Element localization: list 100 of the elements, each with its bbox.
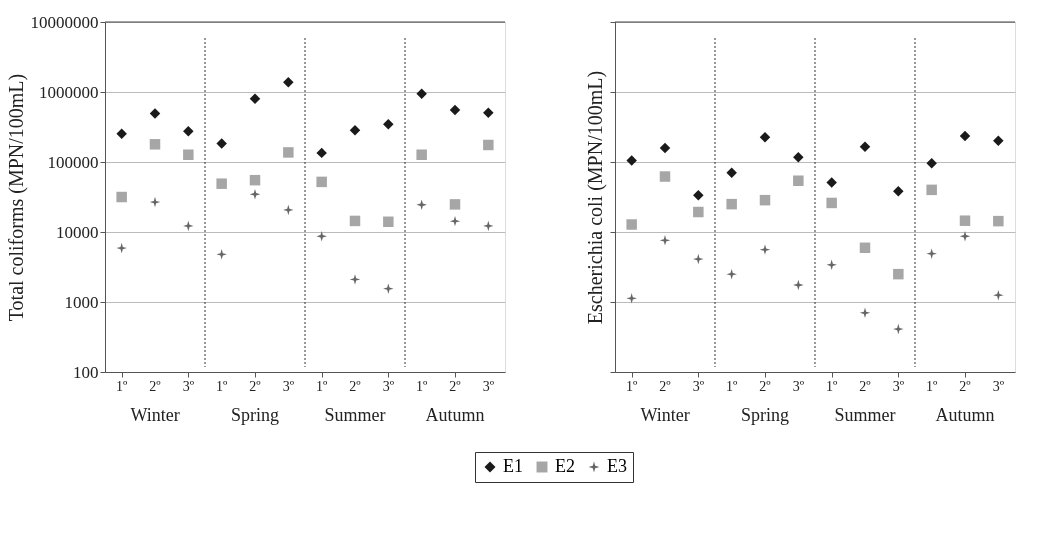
point [316,230,327,242]
point [216,138,227,149]
point [116,191,127,203]
x-tick-label: 2º [149,379,162,394]
text: Winter [640,405,690,425]
x-tick-label: 1º [315,379,328,394]
point [893,323,904,335]
point [759,244,771,255]
point [249,93,261,105]
point [693,253,704,265]
point [383,283,394,294]
point [316,176,327,188]
x-tick-label: 1º [215,379,228,394]
y-axis-title: Total coliforms (MPN/100mL) [4,73,28,322]
point [449,104,461,116]
x-tick-label: 3º [182,379,195,394]
point [149,196,161,208]
point [693,206,704,218]
point [149,139,161,150]
x-tick-label: 2º [449,379,462,394]
point [183,125,194,137]
point [926,158,937,169]
point [216,249,227,260]
point [216,178,227,189]
point [959,130,971,142]
point [483,139,494,151]
point [993,215,1004,227]
point [826,259,837,271]
point [383,216,394,228]
text: Spring [740,405,790,425]
y-tick-label: 1000000 [39,82,99,102]
x-tick-label: 3º [792,379,805,394]
point [993,289,1004,301]
point [793,175,804,186]
text: Summer [324,405,386,425]
legend-label: E3 [607,456,627,476]
point [249,174,261,186]
x-tick-label: 3º [992,379,1005,394]
point [316,147,327,159]
point [183,220,194,232]
y-tick-label: 10000000 [30,12,99,32]
x-tick-label: 3º [692,379,705,394]
legend-label: E2 [555,456,575,476]
x-tick-label: 3º [382,379,395,394]
x-tick-label: 3º [482,379,495,394]
x-tick-label: 1º [415,379,428,394]
y-tick-label: 100000 [47,152,99,172]
text: Summer [834,405,896,425]
point [726,198,737,210]
text: Spring [230,405,280,425]
point [926,184,937,196]
point [116,242,127,254]
point [349,125,361,136]
point [959,230,971,242]
point [283,77,294,88]
text: Autumn [425,405,485,425]
point [626,293,637,304]
point [116,128,127,139]
point [283,204,294,216]
point [383,118,394,130]
x-tick-label: 3º [282,379,295,394]
y-tick-label: 100 [73,362,99,382]
point [659,171,671,182]
point [416,149,427,160]
x-tick-label: 1º [115,379,128,394]
text: Winter [130,405,180,425]
point [349,274,361,285]
point [626,219,637,230]
point [826,177,837,188]
point [449,215,461,227]
x-tick-label: 2º [959,379,972,394]
x-tick-label: 2º [859,379,872,394]
x-tick-label: 2º [659,379,672,394]
point [483,220,494,232]
point [659,235,671,246]
point [283,147,294,158]
point [483,107,494,118]
point [693,189,704,201]
point [793,151,804,163]
point [859,242,871,254]
x-tick-label: 1º [825,379,838,394]
x-tick-label: 2º [349,379,362,394]
point [993,135,1004,147]
point [859,307,871,319]
point [416,88,427,99]
point [893,186,904,197]
y-tick-label: 1000 [64,292,99,312]
point [759,132,771,143]
x-tick-label: 3º [892,379,905,394]
y-tick-label: 10000 [56,222,99,242]
point [959,215,971,226]
point [659,142,671,154]
point [759,194,771,206]
text: Autumn [935,405,995,425]
point [626,155,637,166]
point [449,199,461,210]
point [149,108,161,119]
legend-label: E1 [503,456,523,476]
point [793,279,804,291]
point [726,268,737,280]
